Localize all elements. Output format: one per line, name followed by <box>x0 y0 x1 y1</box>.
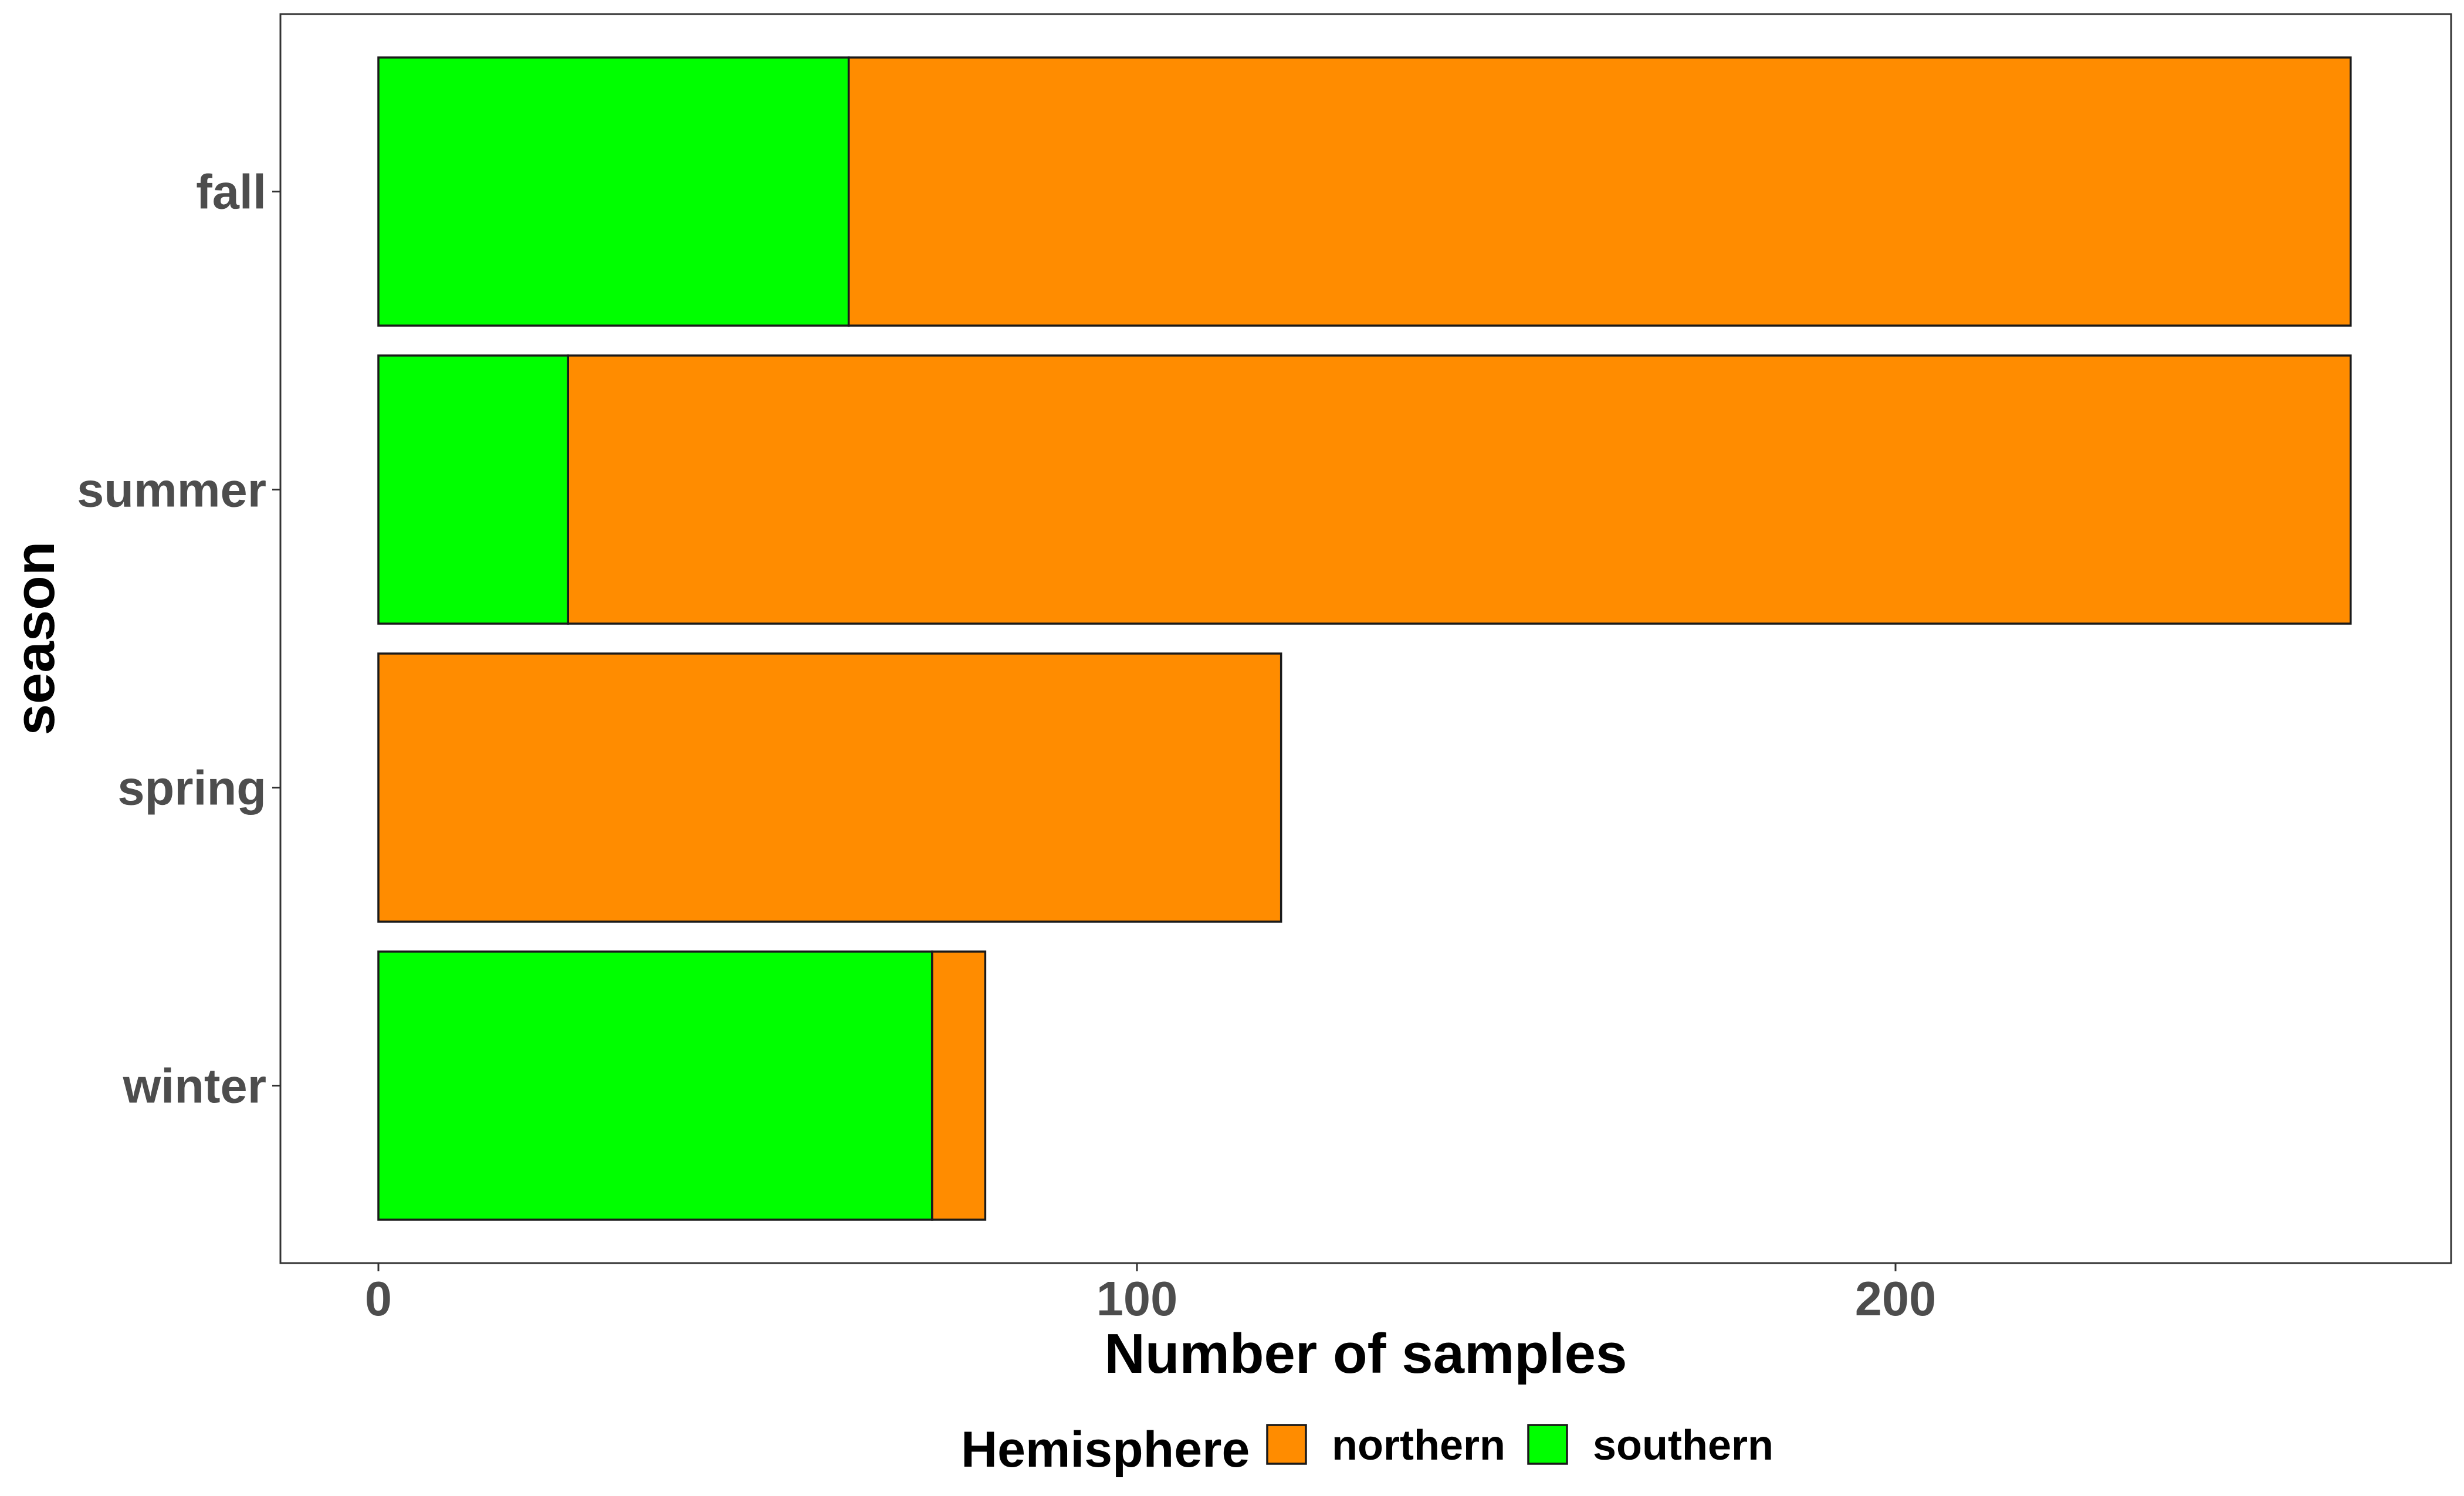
legend-key-northern <box>1266 1424 1307 1465</box>
y-axis: fall summer spring winter <box>77 165 280 1113</box>
legend-label-northern: northern <box>1332 1422 1505 1469</box>
bar-summer-northern <box>567 354 2352 625</box>
y-tick-label-fall: fall <box>196 165 266 219</box>
y-tick-label-spring: spring <box>117 761 266 815</box>
x-axis-title: Number of samples <box>1105 1322 1627 1385</box>
bar-spring-northern <box>377 652 1282 923</box>
bar-fall-southern <box>377 56 850 327</box>
y-tick-label-winter: winter <box>123 1059 266 1113</box>
legend: Hemisphere northern southern <box>961 1421 1773 1478</box>
bar-summer-southern <box>377 354 569 625</box>
legend-title: Hemisphere <box>961 1421 1250 1478</box>
bar-winter-northern <box>931 950 987 1221</box>
legend-key-southern <box>1527 1424 1568 1465</box>
x-tick-label-0: 0 <box>365 1271 392 1326</box>
legend-label-southern: southern <box>1593 1422 1773 1469</box>
x-tick-label-100: 100 <box>1096 1271 1177 1326</box>
y-axis-title: season <box>4 541 66 736</box>
y-tick-label-summer: summer <box>77 463 266 517</box>
bars-layer <box>377 56 2352 1221</box>
bar-winter-southern <box>377 950 933 1221</box>
x-axis: 0 100 200 <box>365 1263 1936 1326</box>
x-tick-label-200: 200 <box>1855 1271 1936 1326</box>
legend-items: northern southern <box>1266 1422 1773 1469</box>
bar-fall-northern <box>847 56 2352 327</box>
